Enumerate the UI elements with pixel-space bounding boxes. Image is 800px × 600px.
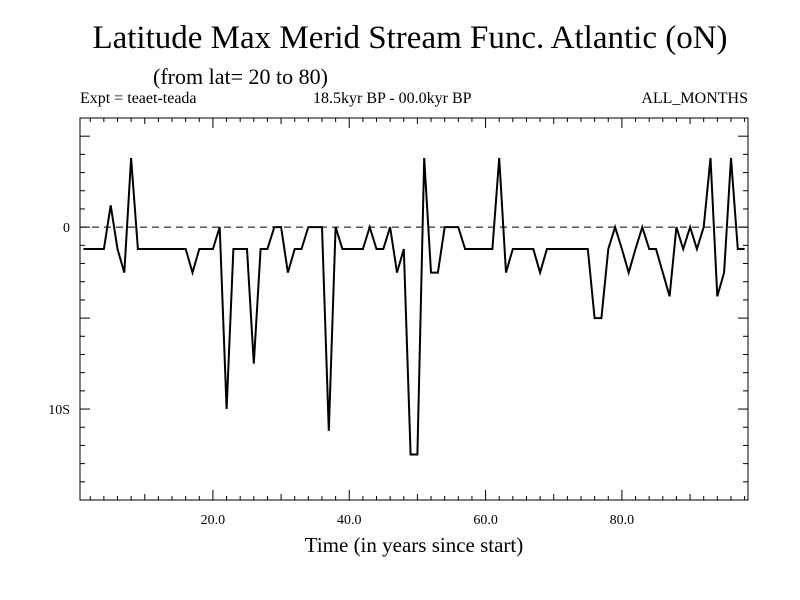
plot-frame [79, 117, 749, 501]
tick-labels: 20.0 40.0 60.0 80.0 0 10S [48, 221, 634, 528]
series-line [83, 157, 745, 456]
period-label: 18.5kyr BP - 00.0kyr BP [313, 90, 472, 107]
months-label: ALL_MONTHS [641, 90, 748, 107]
chart-subtitle: (from lat= 20 to 80) [153, 64, 328, 89]
x-tick-label: 20.0 [201, 513, 226, 528]
axis-ticks [80, 117, 748, 501]
experiment-label: Expt = teaet-teada [80, 90, 197, 107]
x-tick-label: 40.0 [337, 513, 362, 528]
x-axis-label: Time (in years since start) [304, 533, 524, 557]
y-tick-label: 10S [48, 403, 70, 418]
x-tick-label: 60.0 [473, 513, 498, 528]
y-tick-label: 0 [63, 221, 70, 236]
chart-title: Latitude Max Merid Stream Func. Atlantic… [92, 20, 728, 56]
x-tick-label: 80.0 [610, 513, 635, 528]
